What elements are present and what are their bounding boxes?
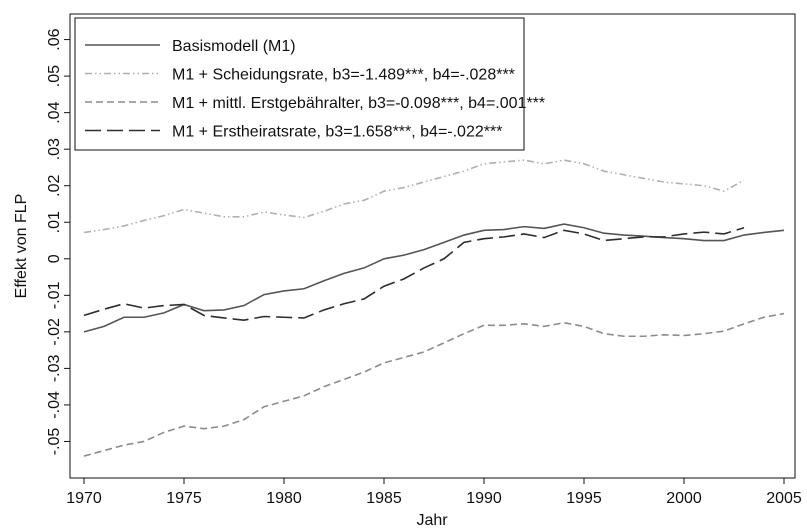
- legend-box: [74, 17, 525, 151]
- y-tick-label: -.04: [46, 391, 63, 419]
- y-axis-label: Effekt von FLP: [13, 194, 30, 299]
- x-tick-label: 2000: [666, 490, 702, 507]
- x-tick-label: 1975: [166, 490, 202, 507]
- y-tick-label: -.03: [46, 355, 63, 383]
- series-line: [83, 226, 745, 321]
- series-line: [83, 312, 785, 457]
- legend-label: Basismodell (M1): [172, 38, 296, 55]
- legend-label: M1 + Erstheiratsrate, b3=1.658***, b4=-.…: [172, 124, 502, 141]
- x-tick-label: 2005: [766, 490, 802, 507]
- x-tick-label: 1990: [466, 490, 502, 507]
- y-tick-label: .05: [46, 65, 63, 87]
- legend-label: M1 + mittl. Erstgebähralter, b3=-0.098**…: [172, 95, 545, 112]
- y-tick-label: .01: [46, 211, 63, 233]
- x-tick-label: 1970: [66, 490, 102, 507]
- y-tick-label: .04: [46, 101, 63, 123]
- x-axis-label: Jahr: [416, 512, 448, 529]
- y-tick-label: .02: [46, 174, 63, 196]
- series-line: [83, 159, 745, 234]
- x-tick-label: 1985: [366, 490, 402, 507]
- series-line: [83, 223, 785, 333]
- y-tick-label: 0: [46, 254, 63, 263]
- x-tick-label: 1995: [566, 490, 602, 507]
- y-tick-label: .06: [46, 28, 63, 50]
- legend-label: M1 + Scheidungsrate, b3=-1.489***, b4=-.…: [172, 67, 515, 84]
- x-tick-label: 1980: [266, 490, 302, 507]
- y-tick-label: -.05: [46, 428, 63, 456]
- y-tick-label: -.02: [46, 318, 63, 346]
- plot-frame: [69, 13, 796, 479]
- y-tick-label: -.01: [46, 281, 63, 309]
- y-tick-label: .03: [46, 138, 63, 160]
